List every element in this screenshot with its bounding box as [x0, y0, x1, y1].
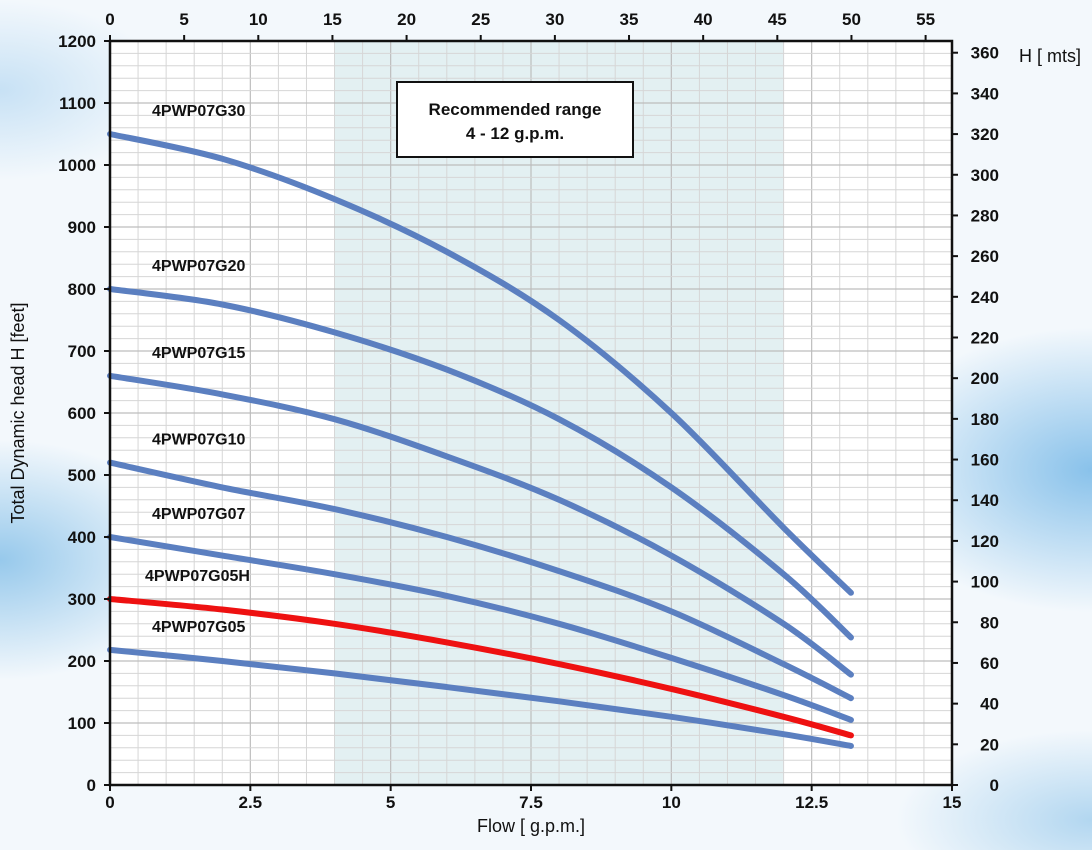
y2-tick-label: 0	[990, 776, 999, 795]
y-tick-label: 400	[68, 528, 96, 547]
y2-axis-title: H [ mts]	[1019, 46, 1081, 66]
series-line-4pwp07g20	[107, 286, 854, 641]
y2-tick-label: 360	[971, 44, 999, 63]
series-line-4pwp07g05	[107, 646, 854, 749]
x2-tick-label: 10	[249, 10, 268, 29]
x-tick-label: 12.5	[795, 793, 828, 812]
x2-tick-label: 45	[768, 10, 787, 29]
x-tick-label: 0	[105, 793, 114, 812]
y2-tick-label: 300	[971, 166, 999, 185]
y-tick-label: 1100	[59, 94, 96, 113]
y2-tick-label: 60	[980, 654, 999, 673]
y-tick-label: 700	[68, 342, 96, 361]
y2-tick-label: 80	[980, 613, 999, 632]
x2-tick-label: 35	[620, 10, 639, 29]
y-tick-label: 600	[68, 404, 96, 423]
x-tick-label: 10	[662, 793, 681, 812]
x2-tick-label: 50	[842, 10, 861, 29]
y-tick-label: 900	[68, 218, 96, 237]
y2-tick-label: 140	[971, 491, 999, 510]
y2-tick-label: 260	[971, 247, 999, 266]
recommended-range-value: 4 - 12 g.p.m.	[466, 124, 564, 143]
x2-tick-label: 25	[471, 10, 490, 29]
y-tick-label: 300	[68, 590, 96, 609]
x-tick-label: 5	[386, 793, 395, 812]
y2-tick-label: 100	[971, 573, 999, 592]
x-tick-label: 2.5	[239, 793, 263, 812]
series-label: 4PWP07G05	[152, 619, 245, 636]
y-tick-label: 200	[68, 652, 96, 671]
series-line-4pwp07g05h	[107, 596, 854, 739]
x-axis-title: Flow [ g.p.m.]	[477, 816, 585, 836]
x2-tick-label: 40	[694, 10, 713, 29]
y-tick-label: 1200	[58, 32, 96, 51]
x2-tick-label: 30	[545, 10, 564, 29]
y-tick-label: 800	[68, 280, 96, 299]
x2-tick-label: 20	[397, 10, 416, 29]
series-label: 4PWP07G20	[152, 258, 245, 275]
y-axis-title: Total Dynamic head H [feet]	[8, 302, 28, 523]
x2-tick-label: 0	[105, 10, 114, 29]
y2-tick-label: 160	[971, 451, 999, 470]
y-tick-label: 100	[68, 714, 96, 733]
y2-tick-label: 200	[971, 369, 999, 388]
recommended-range-title: Recommended range	[429, 100, 602, 119]
x-tick-label: 15	[943, 793, 962, 812]
series-label: 4PWP07G05H	[145, 568, 250, 585]
y2-tick-label: 180	[971, 410, 999, 429]
series-line-4pwp07g10	[107, 459, 854, 702]
x-tick-label: 7.5	[519, 793, 543, 812]
series-line-4pwp07g07	[107, 534, 854, 723]
series-label: 4PWP07G10	[152, 432, 245, 449]
series-label: 4PWP07G15	[152, 345, 245, 362]
x2-tick-label: 15	[323, 10, 342, 29]
series-label: 4PWP07G30	[152, 103, 245, 120]
y-tick-label: 0	[87, 776, 96, 795]
y2-tick-label: 20	[980, 735, 999, 754]
y2-tick-label: 220	[971, 328, 999, 347]
y2-tick-label: 240	[971, 288, 999, 307]
y2-tick-label: 320	[971, 125, 999, 144]
recommended-range-box	[396, 81, 634, 158]
y-tick-label: 1000	[58, 156, 96, 175]
series-line-4pwp07g15	[107, 372, 854, 678]
series-line-4pwp07g30	[107, 131, 854, 596]
y2-tick-label: 280	[971, 206, 999, 225]
y2-tick-label: 340	[971, 84, 999, 103]
y2-tick-label: 120	[971, 532, 999, 551]
x2-tick-label: 5	[179, 10, 188, 29]
series-label: 4PWP07G07	[152, 506, 245, 523]
x2-tick-label: 55	[916, 10, 935, 29]
y2-tick-label: 40	[980, 695, 999, 714]
y-tick-label: 500	[68, 466, 96, 485]
